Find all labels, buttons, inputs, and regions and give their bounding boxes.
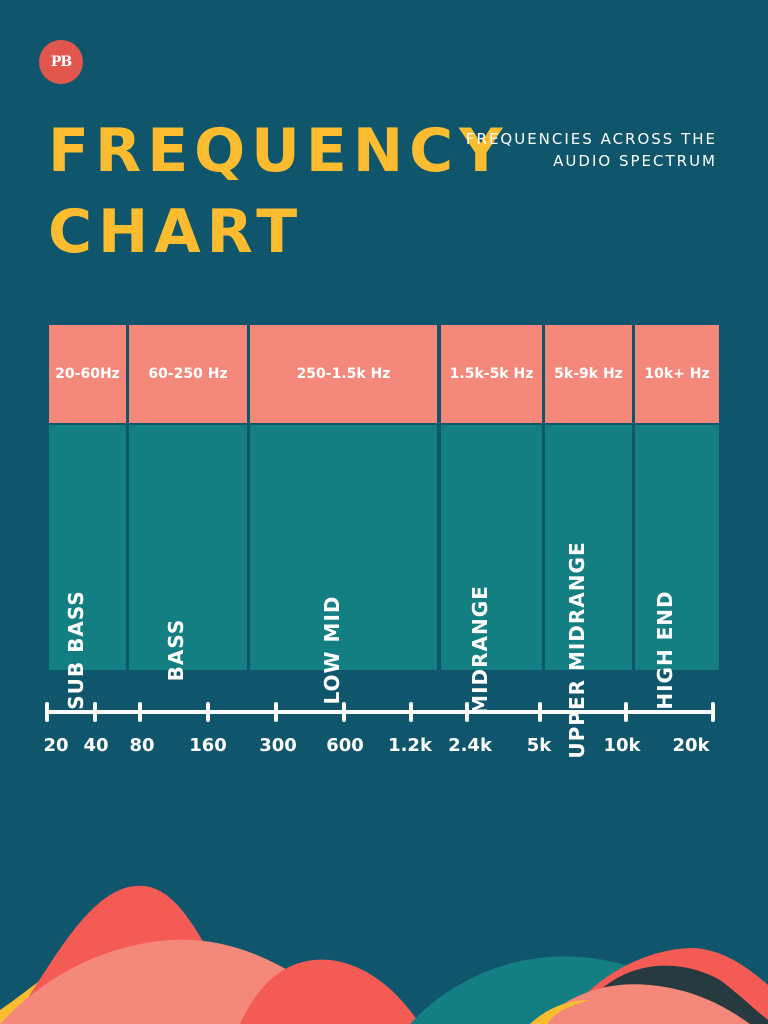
subtitle-line-1: FREQUENCIES ACROSS THE [465,130,717,148]
band-range: 20-60Hz [49,325,126,423]
axis-tick-label: 300 [259,735,297,756]
band-range: 10k+ Hz [635,325,719,423]
axis-tick-label: 2.4k [448,735,492,756]
frequency-axis [45,702,715,722]
band-range: 60-250 Hz [129,325,247,423]
band-body: BASS [129,425,247,681]
band-label: UPPER MIDRANGE [564,541,589,759]
axis-tick-label: 160 [189,735,227,756]
band-label: HIGH END [653,590,677,710]
wave-red-mid [240,959,420,1024]
axis-tick-label: 40 [83,735,109,756]
axis-tick-label: 80 [129,735,155,756]
subtitle-line-2: AUDIO SPECTRUM [553,152,717,170]
band-column-midrange: 1.5k-5k Hz MIDRANGE [441,325,542,715]
band-label: BASS [164,618,188,682]
band-label: SUB BASS [63,590,88,710]
title-line-1: FREQUENCY [48,116,509,186]
band-label: LOW MID [319,595,344,705]
axis-tick-label: 20 [43,735,69,756]
logo-text: PB [50,54,72,70]
logo: PB [39,40,83,84]
band-column-upper-midrange: 5k-9k Hz UPPER MIDRANGE [545,325,632,759]
band-column-high-end: 10k+ Hz HIGH END [635,325,719,710]
axis-tick-label: 5k [526,735,552,756]
band-body: HIGH END [635,425,719,710]
band-label: MIDRANGE [467,585,492,715]
band-range: 5k-9k Hz [545,325,632,423]
band-column-sub-bass: 20-60Hz SUB BASS [49,325,126,710]
axis-tick-label: 10k [603,735,641,756]
axis-tick-label: 20k [672,735,710,756]
axis-tick-label: 1.2k [388,735,432,756]
axis-tick-label: 600 [326,735,364,756]
band-body: SUB BASS [49,425,126,710]
band-range: 1.5k-5k Hz [441,325,542,423]
band-column-bass: 60-250 Hz BASS [129,325,247,681]
band-column-low-mid: 250-1.5k Hz LOW MID [250,325,437,705]
band-body: MIDRANGE [441,425,542,715]
decorative-waves [0,885,768,1024]
wave-yellow-right [530,1000,590,1024]
band-body: LOW MID [250,425,437,705]
wave-coral-right [540,984,750,1024]
band-body: UPPER MIDRANGE [545,425,632,759]
title-line-2: CHART [48,197,304,267]
axis-ticks [45,702,715,722]
band-range: 250-1.5k Hz [250,325,437,423]
